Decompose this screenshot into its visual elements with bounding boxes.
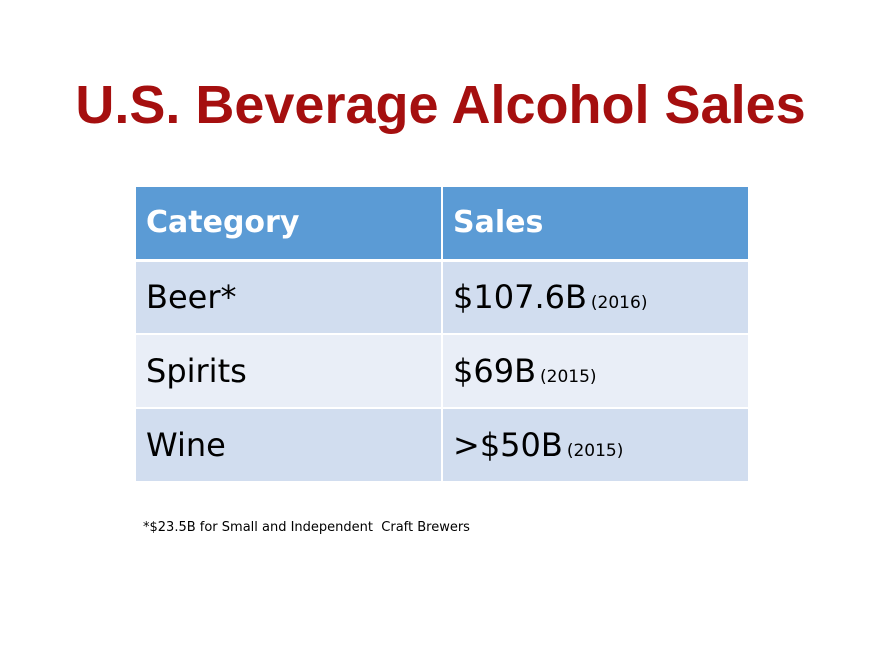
sales-table: Category Sales Beer* $107.6B (2016) Spiri… xyxy=(136,187,748,483)
sales-year: (2015) xyxy=(566,441,624,461)
sales-value: >$50B xyxy=(453,426,563,464)
sales-value: $107.6B xyxy=(453,278,587,317)
column-header-category: Category xyxy=(136,187,443,262)
sales-year: (2016) xyxy=(590,293,648,314)
sales-cell: >$50B (2015) xyxy=(442,408,748,483)
table-row: Beer* $107.6B (2016) xyxy=(136,260,748,335)
table-row: Spirits $69B (2015) xyxy=(136,334,748,409)
table-header-row: Category Sales xyxy=(136,187,748,262)
sales-value: $69B xyxy=(453,352,537,390)
category-cell: Beer* xyxy=(136,260,443,335)
footnote: *$23.5B for Small and Independent Craft … xyxy=(143,520,470,535)
slide-title: U.S. Beverage Alcohol Sales xyxy=(75,75,806,135)
sales-year: (2015) xyxy=(540,367,597,387)
category-cell: Spirits xyxy=(136,334,443,409)
sales-cell: $69B (2015) xyxy=(442,334,748,409)
category-cell: Wine xyxy=(136,408,443,483)
column-header-sales: Sales xyxy=(442,187,748,262)
table-row: Wine >$50B (2015) xyxy=(136,408,748,483)
sales-cell: $107.6B (2016) xyxy=(442,260,748,335)
